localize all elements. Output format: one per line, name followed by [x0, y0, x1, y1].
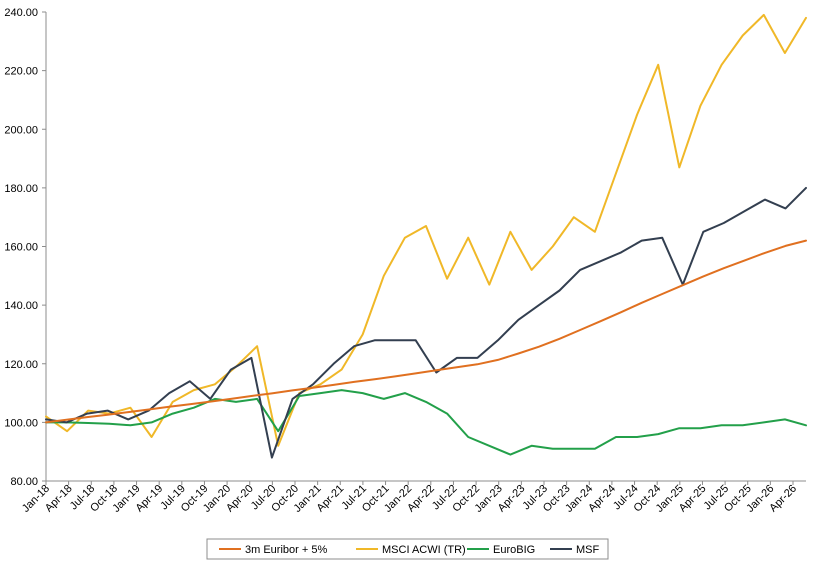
y-tick-label: 140.00: [4, 300, 38, 312]
x-axis: Jan-18Apr-18Jul-18Oct-18Jan-19Apr-19Jul-…: [20, 480, 806, 515]
series-line-0: [45, 239, 807, 424]
y-tick-label: 240.00: [4, 7, 38, 19]
series-line-2: [45, 389, 807, 456]
y-axis: 80.00 100.00 120.00 140.00 160.00 180.00 200.0…: [4, 7, 47, 488]
y-tick-label: 180.00: [4, 183, 38, 195]
y-tick-label: 200.00: [4, 124, 38, 136]
legend-label: 3m Euribor + 5%: [245, 544, 327, 556]
legend-label: MSCI ACWI (TR): [382, 544, 466, 556]
legend-label: MSF: [576, 544, 600, 556]
legend-box: [206, 538, 609, 560]
series-line-1: [45, 13, 807, 447]
series-line-3: [45, 186, 807, 459]
y-tick-label: 220.00: [4, 66, 38, 78]
legend: 3m Euribor + 5% MSCI ACWI (TR) EuroBIG MSF: [206, 538, 609, 560]
series-lines: [45, 13, 807, 459]
y-tick-label: 80.00: [10, 476, 38, 488]
legend-label: EuroBIG: [493, 544, 535, 556]
y-tick-label: 160.00: [4, 242, 38, 254]
y-tick-label: 100.00: [4, 417, 38, 429]
y-tick-label: 120.00: [4, 359, 38, 371]
